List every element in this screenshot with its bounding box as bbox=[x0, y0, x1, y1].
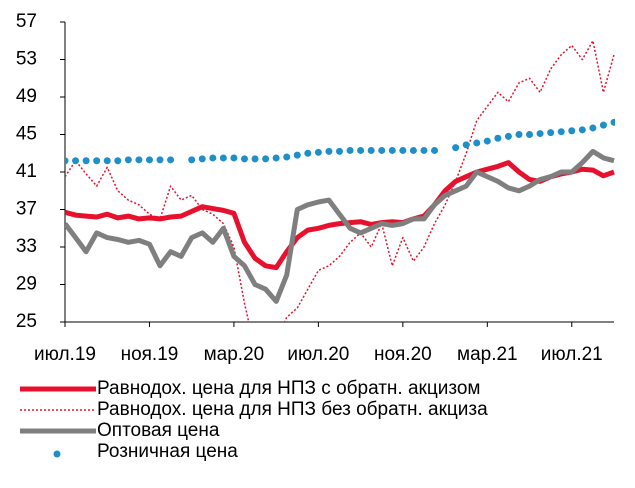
retail-dot bbox=[240, 155, 248, 163]
retail-dot bbox=[494, 134, 502, 142]
retail-dot bbox=[346, 146, 354, 154]
retail-dot bbox=[504, 132, 512, 140]
retail-dot bbox=[462, 141, 470, 149]
y-tick-label: 49 bbox=[16, 86, 37, 107]
retail-dot bbox=[515, 131, 523, 138]
retail-dot bbox=[283, 153, 291, 161]
retail-dot bbox=[557, 128, 565, 136]
legend-label: Равнодох. цена для НПЗ без обратн. акциз… bbox=[97, 399, 488, 420]
retail-dot bbox=[82, 157, 90, 165]
y-tick-label: 53 bbox=[16, 49, 37, 70]
legend-label: Оптовая цена bbox=[97, 420, 220, 441]
retail-dot bbox=[124, 156, 132, 164]
retail-dot bbox=[167, 156, 175, 164]
y-tick-label: 45 bbox=[16, 124, 37, 145]
x-tick-label: ноя.19 bbox=[121, 344, 179, 365]
retail-dot bbox=[568, 127, 576, 135]
retail-dot bbox=[188, 156, 196, 164]
retail-dot bbox=[473, 139, 481, 147]
retail-dot bbox=[93, 157, 101, 165]
retail-dot bbox=[431, 146, 439, 154]
retail-dot bbox=[145, 156, 153, 164]
x-tick-label: июл.20 bbox=[287, 344, 349, 365]
retail-dot bbox=[65, 157, 69, 165]
y-tick-label: 41 bbox=[16, 161, 37, 182]
legend: Равнодох. цена для НПЗ с обратн. акцизом… bbox=[20, 378, 488, 462]
retail-dot bbox=[399, 146, 407, 154]
retail-dot bbox=[483, 137, 491, 145]
retail-dot bbox=[336, 147, 343, 155]
retail-dot bbox=[304, 149, 312, 157]
legend-label: Равнодох. цена для НПЗ с обратн. акцизом bbox=[97, 378, 481, 399]
retail-dot bbox=[251, 155, 259, 163]
series-line bbox=[65, 160, 615, 271]
retail-dot bbox=[156, 156, 164, 164]
retail-dot bbox=[135, 156, 143, 164]
retail-dot bbox=[103, 157, 111, 165]
retail-dot bbox=[314, 148, 322, 156]
y-tick-label: 37 bbox=[16, 199, 37, 220]
y-tick-label: 25 bbox=[16, 311, 37, 332]
retail-dot bbox=[547, 129, 555, 137]
legend-swatch bbox=[53, 450, 61, 458]
axes: 25 29 33 37 41 45 49 53 57 июл.19 ноя.19 мар.20 июл.… bbox=[16, 11, 614, 365]
retail-dot bbox=[610, 118, 615, 126]
retail-dot bbox=[293, 151, 301, 159]
retail-dot bbox=[114, 157, 122, 165]
plot-area bbox=[65, 40, 615, 322]
retail-dot bbox=[219, 154, 227, 162]
x-tick-label: июл.19 bbox=[34, 344, 96, 365]
retail-dot bbox=[272, 154, 280, 162]
retail-dot bbox=[578, 126, 586, 134]
y-tick-label: 57 bbox=[16, 11, 37, 32]
retail-dot bbox=[325, 147, 333, 155]
retail-dot bbox=[526, 131, 534, 138]
retail-dot bbox=[378, 146, 386, 154]
retail-dot bbox=[589, 124, 597, 132]
retail-dot bbox=[409, 146, 417, 154]
retail-dot bbox=[72, 157, 80, 165]
retail-dot bbox=[452, 144, 460, 152]
series-line bbox=[65, 40, 615, 322]
retail-dot bbox=[388, 146, 396, 154]
retail-dot bbox=[230, 154, 238, 162]
x-tick-label: июл.21 bbox=[541, 344, 603, 365]
x-tick-label: мар.20 bbox=[204, 344, 265, 365]
x-tick-label: мар.21 bbox=[457, 344, 518, 365]
retail-dot bbox=[209, 154, 217, 162]
retail-dot bbox=[367, 146, 375, 154]
y-tick-label: 29 bbox=[16, 274, 37, 295]
retail-dot bbox=[536, 130, 544, 138]
retail-dot bbox=[357, 146, 365, 154]
retail-dot bbox=[262, 155, 270, 163]
series-line bbox=[65, 148, 615, 304]
y-tick-label: 33 bbox=[16, 236, 37, 257]
retail-dot bbox=[198, 155, 206, 163]
retail-dot bbox=[420, 146, 428, 154]
retail-dot bbox=[599, 121, 607, 129]
legend-label: Розничная цена bbox=[97, 441, 238, 462]
x-tick-label: ноя.20 bbox=[374, 344, 432, 365]
